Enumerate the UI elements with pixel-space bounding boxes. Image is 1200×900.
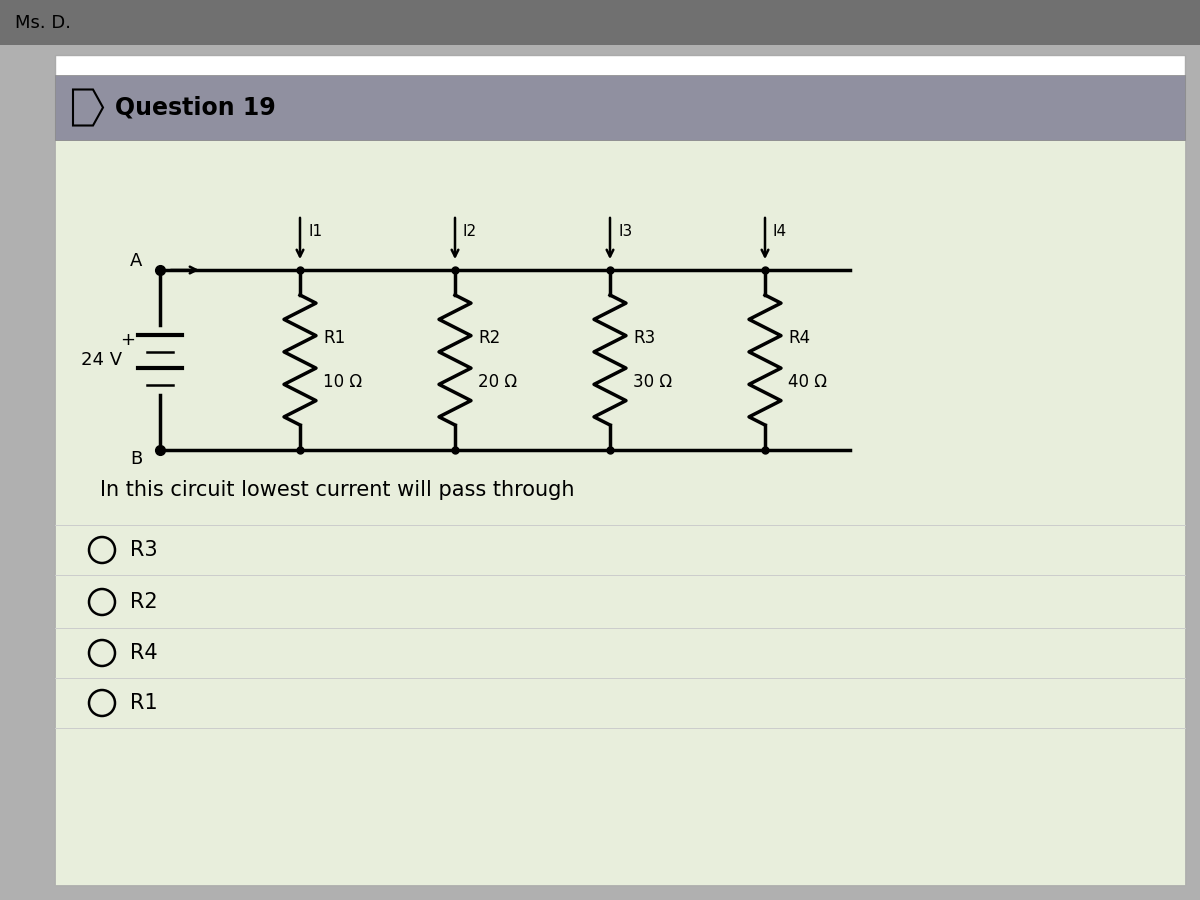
Text: R1: R1 <box>130 693 157 713</box>
FancyBboxPatch shape <box>55 140 1186 885</box>
Text: R4: R4 <box>788 329 810 347</box>
Text: R1: R1 <box>323 329 346 347</box>
Text: I4: I4 <box>773 224 787 239</box>
Text: Ms. D.: Ms. D. <box>14 14 71 32</box>
Text: B: B <box>130 450 142 468</box>
Text: R2: R2 <box>478 329 500 347</box>
FancyBboxPatch shape <box>0 0 1200 45</box>
FancyBboxPatch shape <box>55 75 1186 140</box>
Text: I2: I2 <box>463 224 478 239</box>
Text: 10 Ω: 10 Ω <box>323 373 362 391</box>
Text: 30 Ω: 30 Ω <box>634 373 672 391</box>
Text: 20 Ω: 20 Ω <box>478 373 517 391</box>
Text: +: + <box>120 331 136 349</box>
Text: I1: I1 <box>308 224 322 239</box>
Text: In this circuit lowest current will pass through: In this circuit lowest current will pass… <box>100 480 575 500</box>
Text: R4: R4 <box>130 643 157 663</box>
Text: A: A <box>130 252 142 270</box>
Text: R3: R3 <box>130 540 157 560</box>
Text: 24 V: 24 V <box>82 351 122 369</box>
Text: R2: R2 <box>130 592 157 612</box>
Text: Question 19: Question 19 <box>115 95 276 120</box>
Text: 40 Ω: 40 Ω <box>788 373 827 391</box>
Text: I3: I3 <box>618 224 632 239</box>
Text: R3: R3 <box>634 329 655 347</box>
FancyBboxPatch shape <box>55 55 1186 885</box>
